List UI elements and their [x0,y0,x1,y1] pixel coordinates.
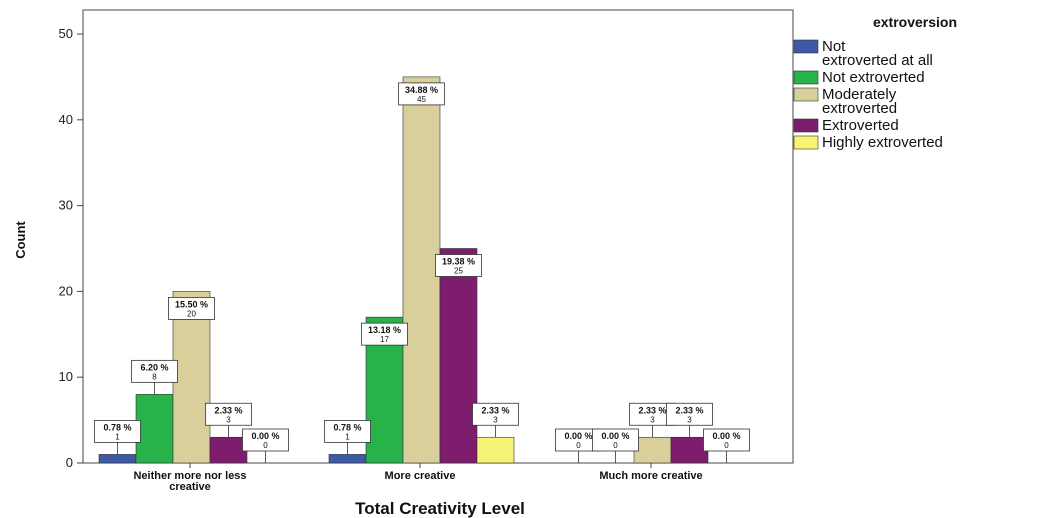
y-tick-label: 50 [59,26,73,41]
data-label-percent: 0.00 % [564,431,592,441]
legend-label: Extroverted [822,117,899,134]
x-axis-title: Total Creativity Level [355,499,525,518]
y-tick-label: 0 [66,455,73,470]
legend-item: Moderately extroverted [793,86,897,117]
legend-label: Highly extroverted [822,134,943,151]
legend-label: Not extroverted [822,69,925,86]
data-label-count: 45 [417,95,426,104]
legend-swatch [793,70,819,85]
legend-swatch [793,118,819,133]
bar [402,76,441,464]
legend-title: extroversion [873,14,957,30]
legend-swatch [793,87,819,102]
data-label-percent: 13.18 % [368,325,401,335]
data-label: 0.00 %0 [703,428,750,463]
data-label: 0.00 %0 [592,428,639,463]
legend-label: Moderately extroverted [822,86,897,117]
legend-swatch [793,135,819,150]
data-label: 13.18 %17 [361,322,408,346]
data-label-count: 17 [380,335,389,344]
y-axis: 0 10 20 30 40 50 [59,26,83,470]
data-label-count: 1 [345,432,350,441]
data-label-percent: 15.50 % [175,299,208,309]
y-tick-label: 30 [59,198,73,213]
data-label: 34.88 %45 [398,82,445,106]
x-tick-label: Neither more nor less creative [133,470,246,493]
data-label-count: 3 [650,415,655,424]
data-label-count: 0 [613,441,618,450]
data-label-count: 20 [187,309,196,318]
data-label-percent: 6.20 % [140,362,168,372]
data-label-count: 0 [576,441,581,450]
data-label-count: 1 [115,432,120,441]
bar [328,454,367,464]
data-label-percent: 2.33 % [214,405,242,415]
data-label: 2.33 %3 [472,402,519,438]
legend-swatch [793,39,819,54]
y-tick-label: 40 [59,112,73,127]
x-tick-label: Much more creative [599,470,702,482]
bar [439,248,478,464]
data-label-count: 3 [687,415,692,424]
data-label: 15.50 %20 [168,296,215,320]
data-label-percent: 2.33 % [481,405,509,415]
data-label-percent: 0.78 % [333,422,361,432]
data-label-percent: 2.33 % [675,405,703,415]
y-axis-title: Count [13,221,28,259]
data-label-percent: 0.00 % [251,431,279,441]
data-label: 2.33 %3 [205,402,252,438]
y-tick-label: 20 [59,283,73,298]
data-label-percent: 2.33 % [638,405,666,415]
data-label: 6.20 %8 [131,359,178,395]
x-axis: Neither more nor less creative More creati… [133,463,703,493]
data-label-count: 3 [493,415,498,424]
bar [135,394,174,464]
data-label-percent: 34.88 % [405,85,438,95]
bar [670,436,709,464]
legend-label: Not extroverted at all [822,38,933,69]
data-label-count: 0 [724,441,729,450]
data-label-percent: 0.78 % [103,422,131,432]
data-label-count: 0 [263,441,268,450]
bar [209,436,248,464]
data-label-count: 8 [152,372,157,381]
data-label: 0.78 %1 [94,420,141,455]
bar [476,436,515,464]
data-label-percent: 0.00 % [712,431,740,441]
y-tick-label: 10 [59,369,73,384]
bar [633,436,672,464]
data-label: 0.78 %1 [324,420,371,455]
data-label: 2.33 %3 [666,402,713,438]
data-label: 0.00 %0 [242,428,289,463]
data-label: 2.33 %3 [629,402,676,438]
legend-item: Highly extroverted [793,134,943,151]
data-label: 19.38 %25 [435,254,482,277]
legend-item: Extroverted [793,117,899,134]
data-label-percent: 0.00 % [601,431,629,441]
x-tick-label: More creative [385,470,456,482]
data-label-count: 3 [226,415,231,424]
data-label-percent: 19.38 % [442,257,475,267]
bar [98,454,137,464]
legend-item: Not extroverted [793,69,925,86]
data-label-count: 25 [454,267,463,276]
data-labels: 0.78 %16.20 %815.50 %202.33 %30.00 %00.7… [94,82,750,463]
bar [172,291,211,464]
legend-item: Not extroverted at all [793,38,933,69]
